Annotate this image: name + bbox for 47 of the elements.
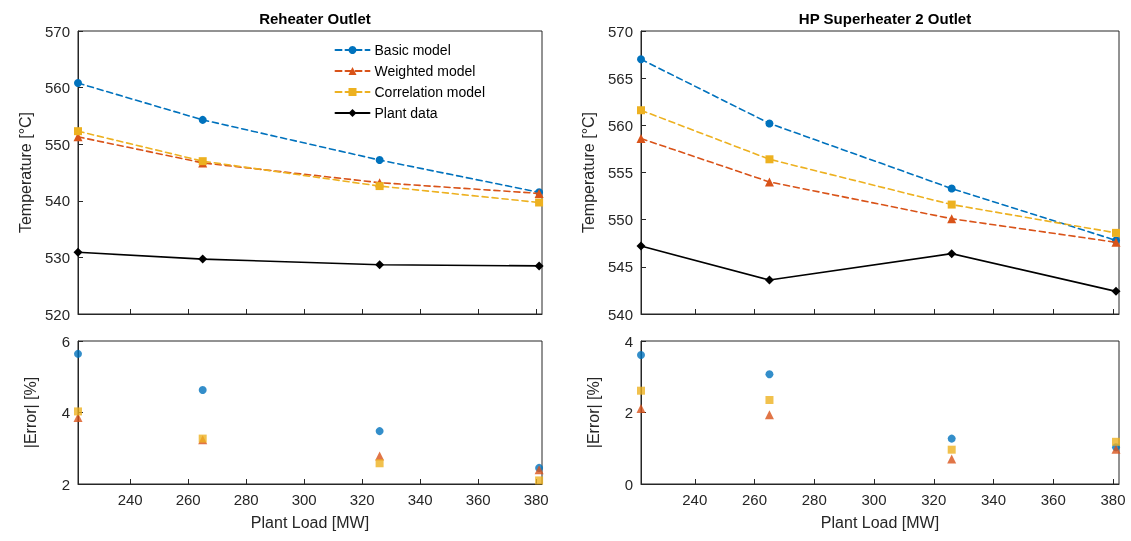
x-axis-title: Plant Load [MW] (820, 513, 940, 531)
legend-label: Basic model (374, 42, 451, 58)
x-tick-label: 360 (465, 491, 491, 508)
y-tick-label: 520 (44, 305, 70, 323)
x-tick-label: 320 (921, 491, 947, 508)
x-tick-label: 260 (175, 491, 201, 508)
y-tick-label: 550 (607, 211, 633, 229)
y-tick-label: 560 (607, 116, 633, 134)
y-tick-label: 540 (44, 192, 70, 210)
chart-title: HP Superheater 2 Outlet (798, 10, 972, 27)
y-tick-label: 540 (607, 305, 633, 323)
x-tick-label: 280 (801, 491, 827, 508)
y-tick-label: 2 (61, 475, 70, 493)
y-tick-label: 6 (61, 332, 70, 350)
x-tick-label: 240 (682, 491, 708, 508)
y-axis-title: Temperature [°C] (579, 111, 597, 234)
y-tick-label: 550 (44, 135, 70, 153)
y-tick-label: 4 (61, 404, 70, 421)
y-tick-label: 2 (624, 404, 633, 421)
chart-title: Reheater Outlet (259, 10, 371, 27)
x-tick-label: 280 (233, 491, 259, 508)
y-tick-label: 4 (624, 332, 633, 350)
legend-label: Weighted model (374, 63, 476, 79)
x-tick-label: 300 (291, 491, 317, 508)
x-tick-label: 300 (861, 491, 887, 508)
y-tick-label: 555 (607, 164, 633, 181)
legend-label: Correlation model (374, 84, 485, 100)
y-tick-label: 570 (44, 22, 70, 40)
y-tick-label: 570 (607, 22, 633, 40)
y-tick-label: 0 (624, 475, 633, 493)
y-tick-label: 545 (607, 258, 633, 276)
y-axis-title: |Error| [%] (584, 376, 602, 449)
x-tick-label: 240 (117, 491, 143, 508)
y-axis-title: Temperature [°C] (16, 111, 34, 234)
y-tick-label: 565 (607, 69, 633, 87)
y-tick-label: 560 (44, 79, 70, 97)
x-tick-label: 380 (1100, 491, 1126, 508)
x-tick-label: 260 (742, 491, 768, 508)
x-axis-title: Plant Load [MW] (250, 513, 370, 531)
x-tick-label: 340 (981, 491, 1007, 508)
y-tick-label: 530 (44, 248, 70, 266)
y-axis-title: |Error| [%] (21, 376, 39, 449)
x-tick-label: 320 (349, 491, 375, 508)
x-tick-label: 380 (523, 491, 549, 508)
x-tick-label: 360 (1040, 491, 1066, 508)
legend-label: Plant data (374, 105, 438, 121)
x-tick-label: 340 (407, 491, 433, 508)
